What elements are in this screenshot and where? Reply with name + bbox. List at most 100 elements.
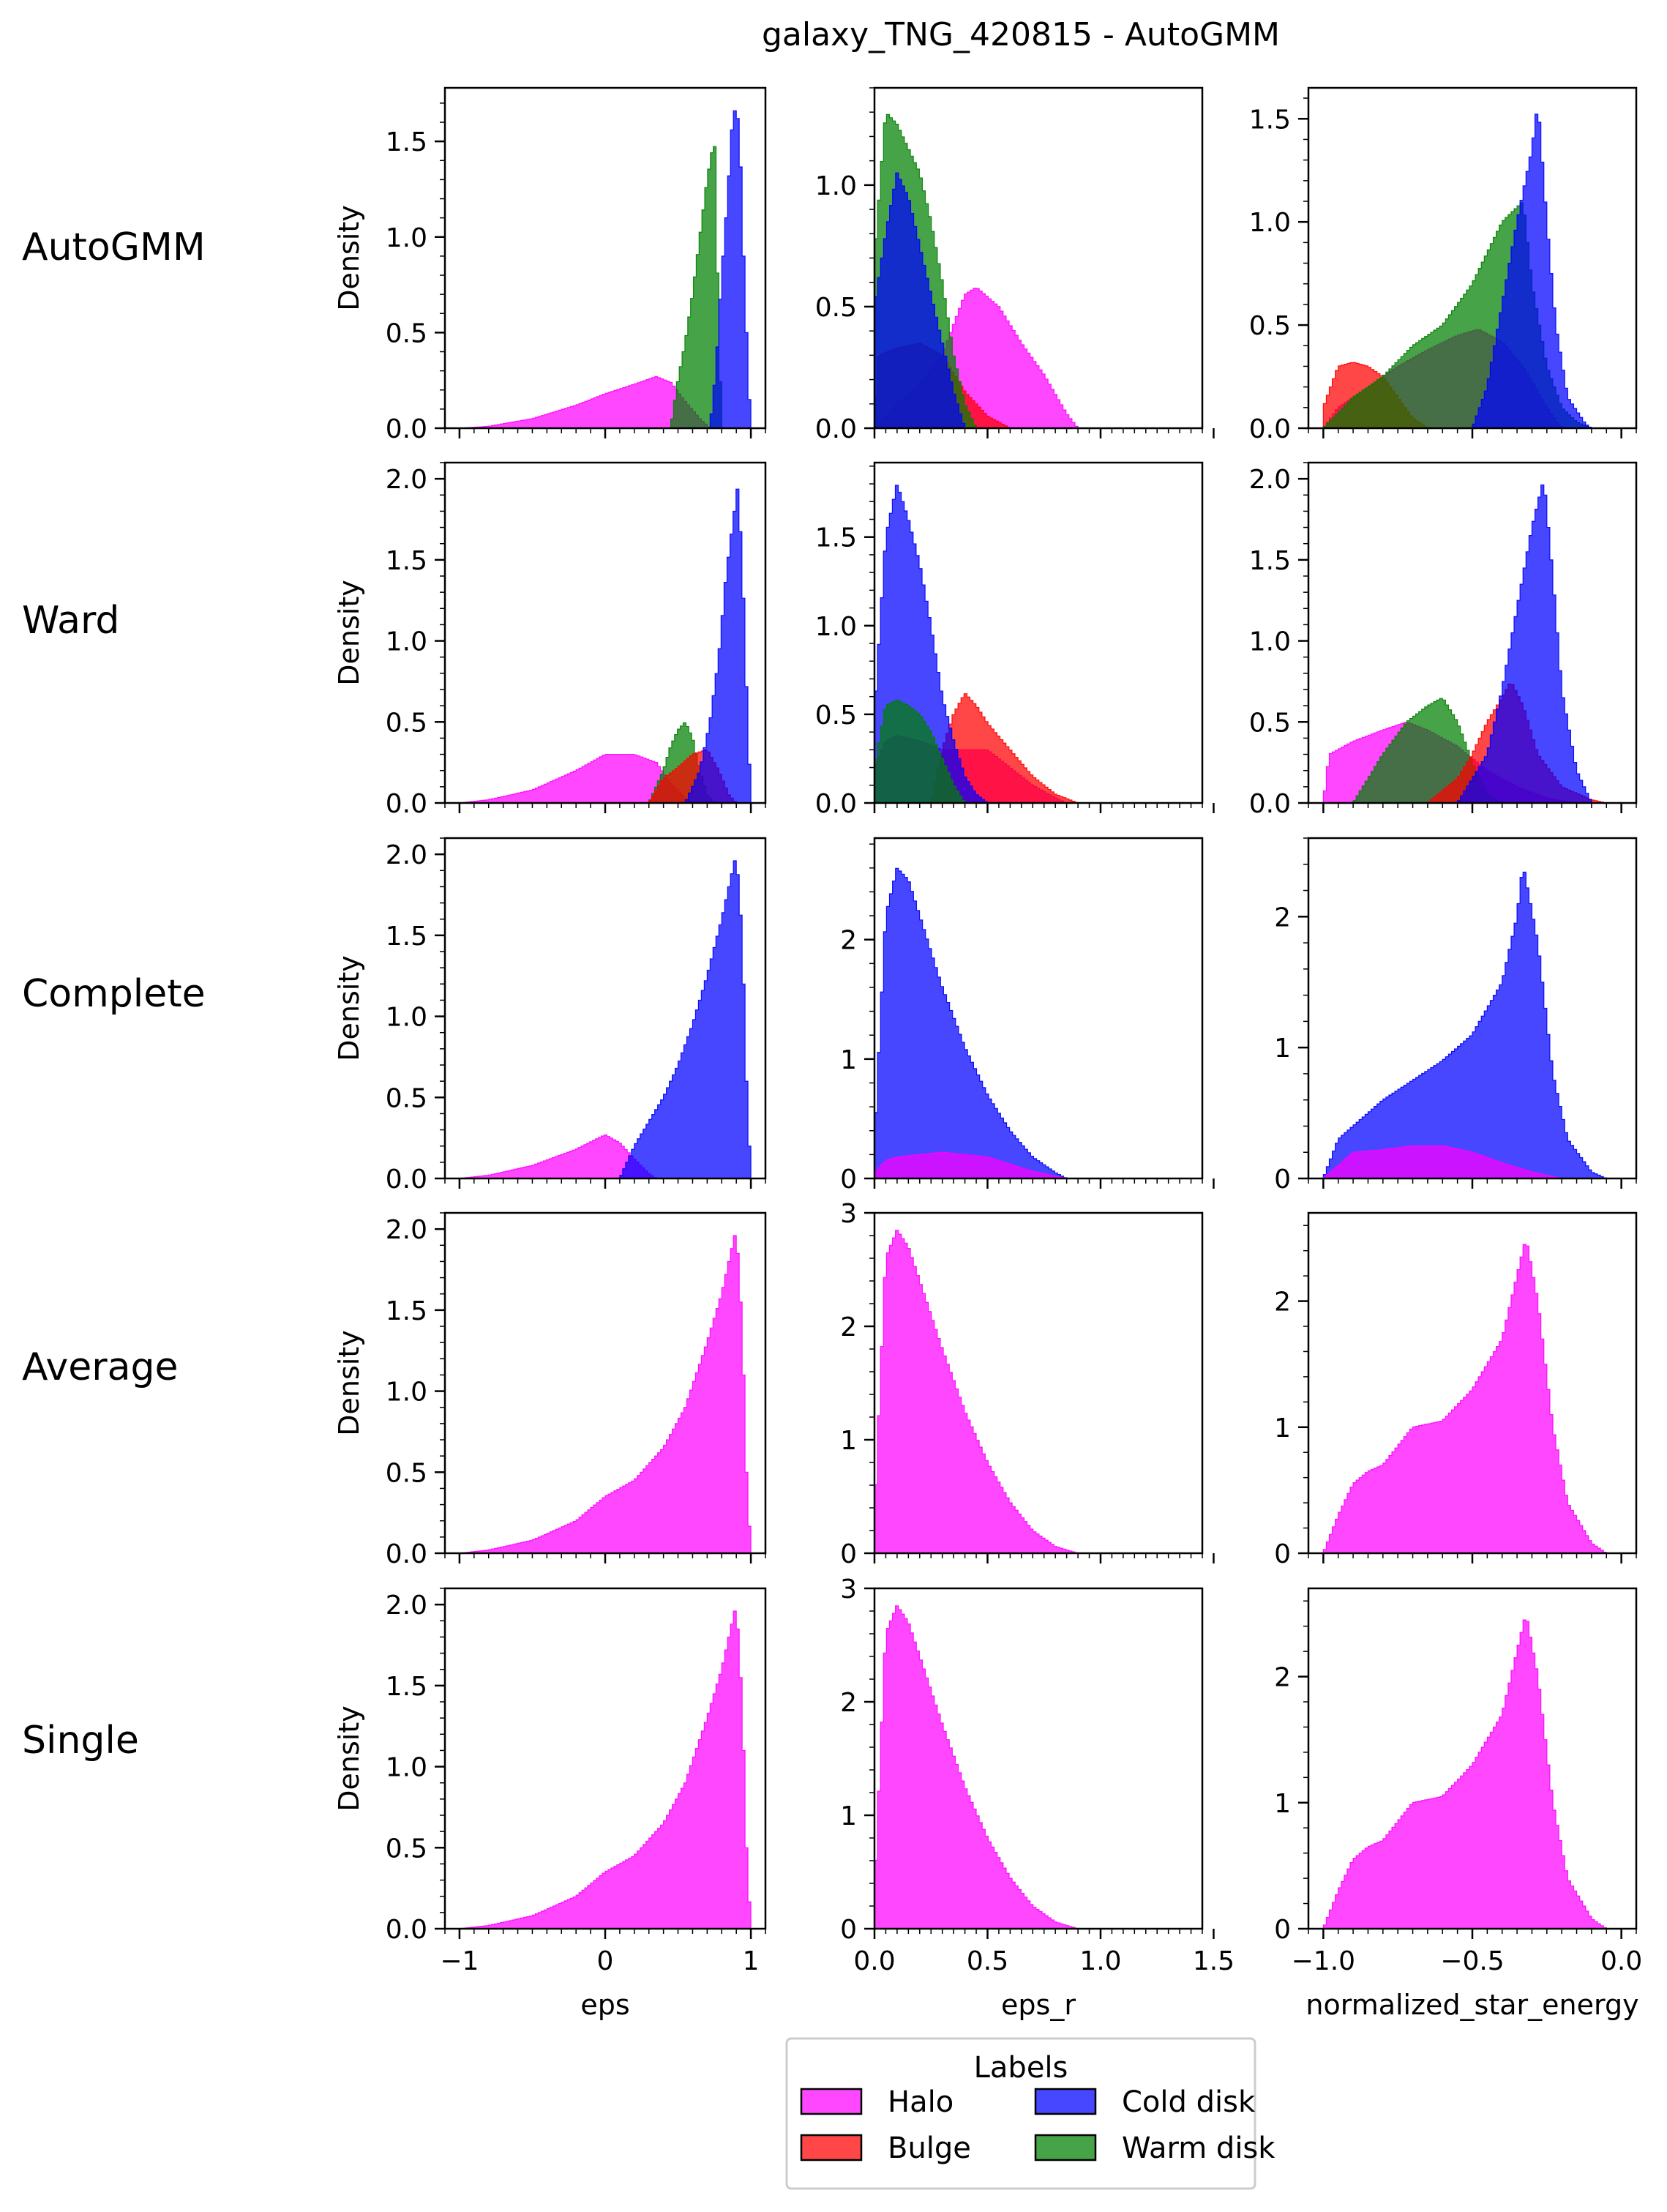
ytick-label: 0.0 — [386, 414, 427, 444]
ytick-label: 1.5 — [815, 523, 857, 553]
ytick-label: 1.0 — [386, 1378, 427, 1408]
ytick-label: 0.5 — [1249, 708, 1291, 738]
panel-r5-c1: 0.0 0.5 1.0 1.5 2.0 −1 0 1 Density — [333, 1587, 767, 1976]
xlabel: eps_r — [1001, 1989, 1076, 2021]
xtick-label: 0 — [597, 1946, 614, 1976]
hist-cold-disk-r3-c3 — [1322, 871, 1607, 1179]
ytick-label: 0.5 — [386, 1834, 427, 1864]
panel-r5-c3: 0 1 2 −1.0 −0.5 0.0 — [1274, 1587, 1642, 1976]
hist-cold-disk-r2-c3 — [1457, 484, 1592, 804]
panel-r1-c1: 0.0 0.5 1.0 1.5 Density — [333, 86, 767, 444]
ytick-label: 0.5 — [386, 1458, 427, 1488]
hist-cold-disk-r1-c2 — [874, 172, 966, 429]
xlabel: eps — [580, 1989, 629, 2021]
hist-halo-r5-c1 — [459, 1610, 752, 1929]
ylabel: Density — [333, 1330, 365, 1435]
ytick-label: 2 — [840, 926, 857, 956]
ytick-label: 2 — [840, 1312, 857, 1342]
ytick-label: 1.5 — [386, 1672, 427, 1702]
hist-cold-disk-r2-c1 — [684, 488, 752, 804]
row-label: AutoGMM — [22, 225, 206, 269]
ytick-label: 0.5 — [386, 708, 427, 738]
ytick-label: 2.0 — [386, 1591, 427, 1621]
hist-warm-disk-r2-c2 — [874, 699, 966, 804]
ytick-label: 0 — [1274, 1165, 1291, 1195]
ytick-label: 1.0 — [1249, 208, 1291, 238]
legend-swatch-halo — [800, 2088, 863, 2115]
ytick-label: 0.0 — [1249, 789, 1291, 819]
hist-halo-r4-c2 — [874, 1230, 1079, 1554]
panel-r4-c2: 0 1 2 3 — [840, 1199, 1215, 1569]
hist-cold-disk-r3-c2 — [874, 867, 1068, 1179]
legend-swatch-warm-disk — [1034, 2134, 1097, 2161]
xtick-label: −1.0 — [1292, 1946, 1355, 1976]
ytick-label: 3 — [840, 1199, 857, 1229]
ytick-label: 1.5 — [386, 922, 427, 952]
panel-r2-c1: 0.0 0.5 1.0 1.5 2.0 Density — [333, 461, 767, 819]
ytick-label: 1 — [1274, 1413, 1291, 1443]
ytick-label: 2.0 — [386, 840, 427, 870]
xtick-label: 0.5 — [967, 1946, 1008, 1976]
ytick-label: 1 — [840, 1801, 857, 1831]
ytick-label: 1.0 — [815, 171, 857, 201]
ytick-label: 2 — [1274, 1663, 1291, 1693]
ytick-label: 0.0 — [815, 789, 857, 819]
panel-r1-c2: 0.0 0.5 1.0 — [815, 86, 1215, 444]
figure-title: galaxy_TNG_420815 - AutoGMM — [762, 16, 1280, 53]
ytick-label: 1 — [1274, 1034, 1291, 1064]
xtick-label: 1.0 — [1079, 1946, 1121, 1976]
panel-r3-c1: 0.0 0.5 1.0 1.5 2.0 Density — [333, 837, 767, 1195]
legend-swatch-cold-disk — [1034, 2088, 1097, 2115]
legend-title: Labels — [974, 2051, 1068, 2085]
ytick-label: 0 — [1274, 1539, 1291, 1569]
row-label: Ward — [22, 599, 119, 643]
ytick-label: 0 — [840, 1915, 857, 1945]
ytick-label: 0.0 — [1249, 414, 1291, 444]
hist-halo-r3-c2 — [874, 1151, 1068, 1179]
hist-halo-r5-c2 — [874, 1605, 1079, 1929]
ytick-label: 0.5 — [386, 1083, 427, 1113]
hist-warm-disk-r1-c1 — [670, 146, 722, 429]
ytick-label: 0 — [1274, 1915, 1291, 1945]
xtick-label: −0.5 — [1440, 1946, 1504, 1976]
xtick-label: 0.0 — [853, 1946, 895, 1976]
legend: Labels Halo Bulge Cold disk Warm disk — [785, 2037, 1275, 2190]
ylabel: Density — [333, 205, 365, 310]
ytick-label: 0.5 — [815, 293, 857, 323]
hist-halo-r2-c1 — [459, 753, 694, 804]
hist-halo-r5-c3 — [1322, 1619, 1607, 1929]
hist-cold-disk-r1-c3 — [1472, 113, 1592, 429]
ytick-label: 2.0 — [1249, 465, 1291, 495]
ytick-label: 1.0 — [1249, 627, 1291, 657]
axes-frame — [873, 1211, 1204, 1555]
row-label: Complete — [22, 972, 206, 1016]
panel-r5-c2: 0 1 2 3 0.0 0.5 1.0 1.5 — [840, 1574, 1235, 1976]
hist-halo-r3-c1 — [459, 1134, 657, 1179]
ytick-label: 1 — [840, 1045, 857, 1075]
ytick-label: 2 — [840, 1688, 857, 1718]
hist-bulge-r2-c2 — [930, 693, 1079, 804]
panel-r4-c3: 0 1 2 — [1274, 1211, 1638, 1569]
ytick-label: 1.0 — [386, 223, 427, 253]
xtick-label: 0.0 — [1600, 1946, 1642, 1976]
xtick-label: 1 — [743, 1946, 760, 1976]
ytick-label: 1 — [840, 1426, 857, 1456]
ytick-label: 0.0 — [386, 789, 427, 819]
ytick-label: 3 — [840, 1574, 857, 1604]
hist-halo-r3-c3 — [1322, 1145, 1562, 1179]
ylabel: Density — [333, 580, 365, 685]
ytick-label: 2.0 — [386, 1215, 427, 1245]
legend-swatch-bulge — [800, 2134, 863, 2161]
legend-label: Warm disk — [1122, 2131, 1275, 2165]
ytick-label: 1.5 — [386, 1296, 427, 1326]
hist-cold-disk-r1-c1 — [709, 110, 752, 429]
hist-halo-r1-c1 — [459, 375, 711, 429]
ytick-label: 1.0 — [386, 1003, 427, 1033]
ytick-label: 0.5 — [815, 700, 857, 731]
ytick-label: 0.0 — [815, 414, 857, 444]
ytick-label: 1 — [1274, 1789, 1291, 1819]
panel-r3-c2: 0 1 2 — [840, 837, 1215, 1195]
ytick-label: 0.5 — [386, 318, 427, 348]
ytick-label: 1.0 — [386, 1753, 427, 1783]
axes-frame — [873, 837, 1204, 1180]
